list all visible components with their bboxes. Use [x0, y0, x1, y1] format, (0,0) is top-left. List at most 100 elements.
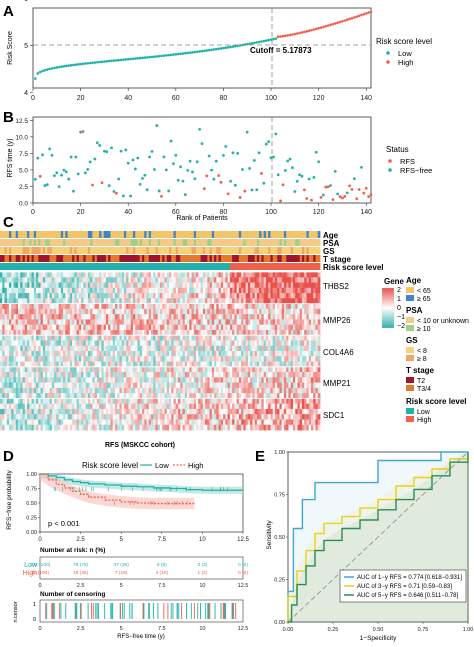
heat-cell	[79, 288, 82, 294]
annot-gs-cell	[124, 247, 127, 254]
heat-cell	[201, 351, 204, 357]
rfs-point	[134, 168, 137, 171]
heat-cell	[302, 314, 305, 320]
heat-cell	[2, 346, 5, 352]
heat-cell	[72, 283, 75, 289]
rfs-point	[360, 166, 363, 169]
heat-cell	[54, 335, 57, 341]
heat-cell	[59, 346, 62, 352]
heat-cell	[137, 372, 140, 378]
heat-cell	[302, 356, 305, 362]
heat-cell	[9, 340, 12, 346]
heat-cell	[194, 351, 197, 357]
heat-cell	[239, 346, 242, 352]
heat-cell	[252, 298, 255, 304]
heat-cell	[155, 414, 158, 420]
risk-point	[101, 60, 104, 63]
rfs-point	[51, 154, 54, 157]
heat-cell	[104, 330, 107, 336]
heat-cell	[318, 288, 321, 294]
panel-a-letter: A	[3, 3, 14, 20]
heat-cell	[155, 340, 158, 346]
heat-cell	[92, 367, 95, 373]
heat-cell	[284, 356, 287, 362]
heat-cell	[162, 362, 165, 368]
annot-age-cell	[318, 231, 321, 238]
heat-cell	[277, 272, 280, 278]
risk-point	[70, 64, 73, 67]
annot-age-cell	[41, 231, 44, 238]
heat-cell	[264, 393, 267, 399]
heat-cell	[117, 340, 120, 346]
heat-cell	[302, 398, 305, 404]
heat-cell	[41, 325, 44, 331]
heat-cell	[72, 356, 75, 362]
risk-point	[294, 33, 297, 36]
heat-cell	[86, 283, 89, 289]
heat-cell	[9, 356, 12, 362]
heat-cell	[318, 314, 321, 320]
risk-point	[94, 61, 97, 64]
heat-cell	[214, 293, 217, 299]
heat-cell	[187, 367, 190, 373]
heat-cell	[309, 367, 312, 373]
rfs-point	[65, 170, 68, 173]
heat-cell	[16, 404, 19, 410]
heat-cell	[142, 304, 145, 310]
heat-cell	[86, 398, 89, 404]
heat-cell	[176, 367, 179, 373]
heat-cell	[225, 362, 228, 368]
heat-cell	[264, 388, 267, 394]
heat-cell	[117, 383, 120, 389]
heat-cell	[162, 309, 165, 315]
heat-cell	[117, 414, 120, 420]
heat-cell	[131, 272, 134, 278]
annot-psa-cell	[142, 239, 145, 246]
annot-psa-cell	[194, 239, 197, 246]
heat-cell	[131, 409, 134, 415]
risk-point	[103, 60, 106, 63]
heat-cell	[232, 335, 235, 341]
risk-point	[367, 11, 370, 14]
heat-cell	[59, 314, 62, 320]
heat-cell	[225, 335, 228, 341]
heat-cell	[270, 346, 273, 352]
annot-risk-cell	[270, 263, 273, 270]
heat-cell	[137, 309, 140, 315]
heat-cell	[309, 398, 312, 404]
heat-cell	[270, 362, 273, 368]
heat-cell	[142, 404, 145, 410]
heat-cell	[201, 283, 204, 289]
heat-cell	[176, 398, 179, 404]
heat-cell	[65, 404, 68, 410]
heat-cell	[264, 293, 267, 299]
heat-cell	[72, 335, 75, 341]
heat-cell	[270, 288, 273, 294]
heat-cell	[72, 346, 75, 352]
heat-cell	[27, 288, 30, 294]
panel-c-letter: C	[3, 214, 14, 231]
annot-risk-cell	[180, 263, 183, 270]
heat-cell	[318, 377, 321, 383]
annot-psa-cell	[219, 239, 222, 246]
heat-cell	[110, 393, 113, 399]
heat-cell	[264, 356, 267, 362]
risk-point	[317, 27, 320, 30]
rfs-point	[136, 157, 139, 160]
annot-tstage-cell	[9, 255, 12, 262]
heat-cell	[162, 414, 165, 420]
annot-age-cell	[59, 231, 62, 238]
heat-cell	[180, 272, 183, 278]
heat-cell	[16, 372, 19, 378]
heat-cell	[137, 356, 140, 362]
annot-risk-cell	[79, 263, 82, 270]
annot-tstage-cell	[194, 255, 197, 262]
heat-cell	[246, 319, 249, 325]
heat-cell	[99, 293, 102, 299]
annot-gs-cell	[270, 247, 273, 254]
heat-cell	[252, 283, 255, 289]
heat-cell	[239, 335, 242, 341]
annot-psa-cell	[207, 239, 210, 246]
heat-cell	[180, 335, 183, 341]
heat-cell	[79, 309, 82, 315]
